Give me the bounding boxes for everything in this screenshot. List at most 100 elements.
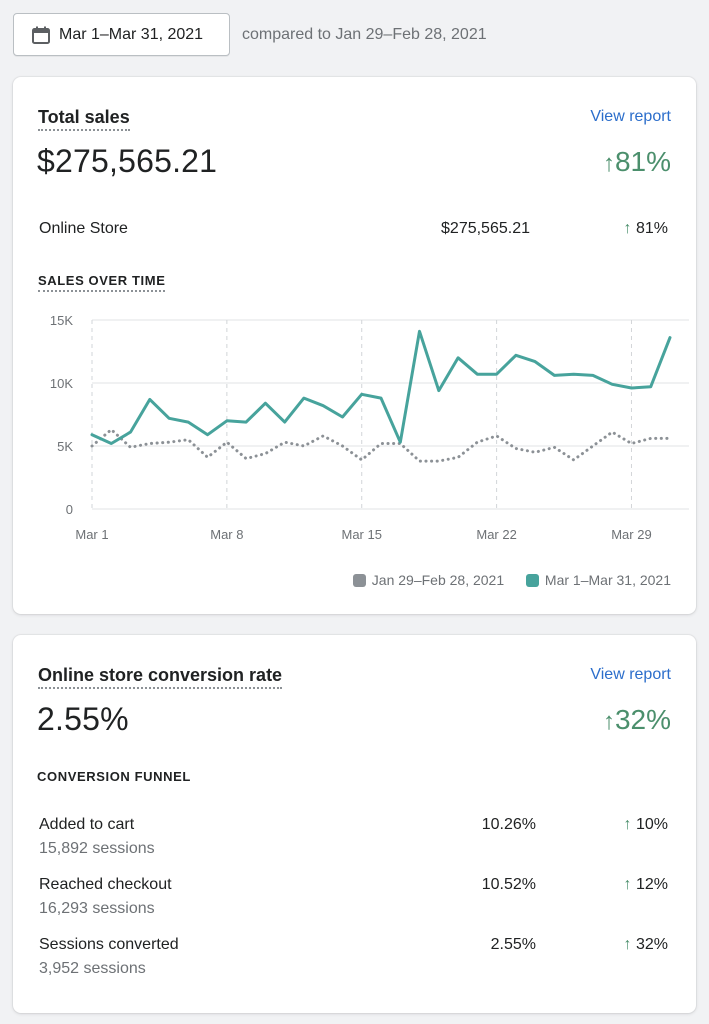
data-point[interactable] — [435, 457, 443, 465]
total-sales-change: ↑81% — [603, 146, 671, 178]
data-point[interactable] — [628, 384, 636, 392]
x-tick-label: Mar 15 — [341, 527, 381, 542]
data-point[interactable] — [261, 450, 269, 458]
funnel-row-label: Reached checkout — [39, 876, 172, 893]
data-point[interactable] — [666, 434, 674, 442]
data-point[interactable] — [512, 351, 520, 359]
data-point[interactable] — [396, 438, 404, 446]
data-point[interactable] — [416, 327, 424, 335]
total-sales-card: Total sales View report $275,565.21 ↑81%… — [13, 77, 696, 614]
data-point[interactable] — [223, 417, 231, 425]
data-point[interactable] — [88, 431, 96, 439]
data-point[interactable] — [146, 440, 154, 448]
y-tick-label: 5K — [57, 439, 73, 454]
data-point[interactable] — [473, 370, 481, 378]
date-range-button[interactable]: Mar 1–Mar 31, 2021 — [13, 13, 230, 56]
data-point[interactable] — [454, 354, 462, 362]
total-sales-value: $275,565.21 — [37, 143, 218, 179]
funnel-row-change-value: 12% — [635, 876, 668, 893]
chart-axes: 0 5K 10K 15K Mar 1 Mar 8 Mar 15 Mar 22 Mar 29 — [50, 313, 652, 542]
data-point[interactable] — [300, 394, 308, 402]
legend-item-current[interactable]: Mar 1–Mar 31, 2021 — [525, 572, 671, 588]
data-point[interactable] — [319, 432, 327, 440]
data-point[interactable] — [261, 399, 269, 407]
data-point[interactable] — [647, 383, 655, 391]
data-point[interactable] — [570, 370, 578, 378]
funnel-row-value: 2.55% — [490, 936, 536, 953]
funnel-row-change-value: 32% — [635, 936, 668, 953]
data-point[interactable] — [127, 428, 135, 436]
legend-item-previous[interactable]: Jan 29–Feb 28, 2021 — [352, 572, 504, 588]
data-point[interactable] — [435, 387, 443, 395]
funnel-row-sessions: 16,293 sessions — [39, 900, 155, 917]
data-point[interactable] — [531, 358, 539, 366]
data-point[interactable] — [165, 438, 173, 446]
chart-grid — [91, 319, 689, 510]
data-point[interactable] — [319, 402, 327, 410]
sales-over-time-chart: 0 5K 10K 15K Mar 1 Mar 8 Mar 15 Mar 22 Mar 29 — [50, 313, 689, 542]
funnel-row-value: 10.26% — [481, 816, 536, 833]
data-point[interactable] — [107, 426, 115, 434]
funnel-row-change: ↑ 10% — [624, 816, 668, 834]
sales-over-time-label[interactable]: SALES OVER TIME — [38, 273, 166, 292]
data-point[interactable] — [165, 414, 173, 422]
total-sales-title[interactable]: Total sales — [38, 107, 130, 131]
data-point[interactable] — [281, 438, 289, 446]
x-tick-label: Mar 1 — [75, 527, 108, 542]
data-point[interactable] — [589, 442, 597, 450]
conversion-rate-title[interactable]: Online store conversion rate — [38, 665, 283, 689]
series-line-current-period[interactable] — [90, 329, 672, 445]
data-point[interactable] — [204, 453, 212, 461]
data-point[interactable] — [300, 442, 308, 450]
data-point[interactable] — [512, 445, 520, 453]
channel-change-value: 81% — [635, 220, 668, 237]
data-point[interactable] — [531, 448, 539, 456]
data-point[interactable] — [570, 456, 578, 464]
total-sales-view-report-link[interactable]: View report — [590, 108, 671, 125]
data-point[interactable] — [377, 394, 385, 402]
data-point[interactable] — [377, 440, 385, 448]
conversion-rate-change: ↑32% — [603, 704, 671, 736]
calendar-icon — [32, 26, 50, 44]
data-point[interactable] — [127, 443, 135, 451]
data-point[interactable] — [647, 434, 655, 442]
data-point[interactable] — [223, 438, 231, 446]
data-point[interactable] — [146, 395, 154, 403]
data-point[interactable] — [339, 442, 347, 450]
data-point[interactable] — [242, 418, 250, 426]
funnel-row-change-value: 10% — [635, 816, 668, 833]
channel-label: Online Store — [39, 220, 128, 237]
data-point[interactable] — [281, 418, 289, 426]
data-point[interactable] — [628, 440, 636, 448]
series-line-previous-period[interactable] — [90, 428, 672, 463]
data-point[interactable] — [454, 453, 462, 461]
data-point[interactable] — [550, 443, 558, 451]
data-point[interactable] — [339, 413, 347, 421]
data-point[interactable] — [666, 334, 674, 342]
data-point[interactable] — [608, 428, 616, 436]
data-point[interactable] — [493, 432, 501, 440]
data-point[interactable] — [184, 436, 192, 444]
funnel-row-sessions: 3,952 sessions — [39, 960, 146, 977]
channel-value: $275,565.21 — [441, 220, 530, 237]
data-point[interactable] — [358, 390, 366, 398]
arrow-up-icon: ↑ — [623, 876, 632, 893]
data-point[interactable] — [589, 371, 597, 379]
data-point[interactable] — [550, 371, 558, 379]
data-point[interactable] — [88, 442, 96, 450]
conversion-rate-card: Online store conversion rate View report… — [13, 635, 696, 1013]
conversion-rate-change-value: 32% — [614, 704, 671, 735]
conversion-view-report-link[interactable]: View report — [590, 666, 671, 683]
data-point[interactable] — [416, 457, 424, 465]
data-point[interactable] — [184, 418, 192, 426]
x-tick-label: Mar 29 — [611, 527, 651, 542]
data-point[interactable] — [358, 456, 366, 464]
data-point[interactable] — [493, 370, 501, 378]
data-point[interactable] — [107, 440, 115, 448]
total-sales-change-value: 81% — [614, 146, 671, 177]
data-point[interactable] — [608, 380, 616, 388]
data-point[interactable] — [242, 455, 250, 463]
data-point[interactable] — [204, 431, 212, 439]
data-point[interactable] — [473, 438, 481, 446]
funnel-row-sessions: 15,892 sessions — [39, 840, 155, 857]
